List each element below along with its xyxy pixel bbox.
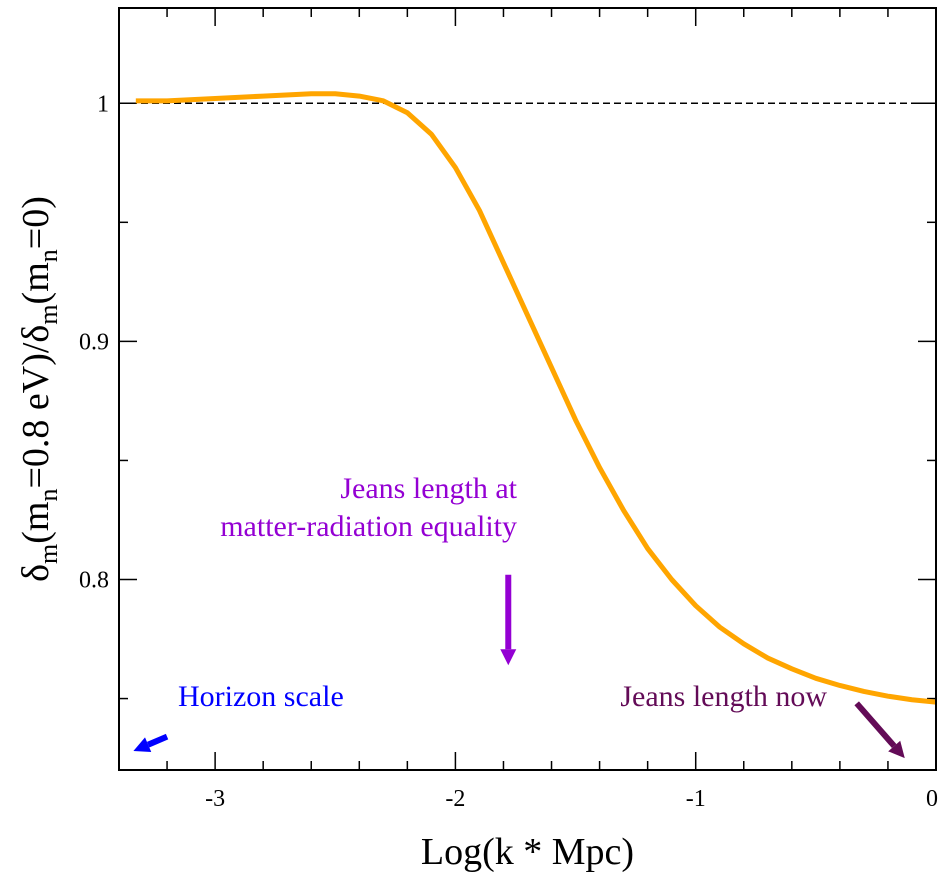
annotation-label: Jeans length now <box>620 680 827 713</box>
annotation-label: Jeans length at matter-radiation equality <box>220 472 517 543</box>
y-label-part: =0.8 eV)/δ <box>15 325 57 489</box>
y-label-part: =0) <box>15 196 57 249</box>
y-label-part: (m <box>15 262 57 304</box>
y-label-part: (m <box>15 502 57 544</box>
x-tick-label: -2 <box>445 786 465 812</box>
y-tick-label: 1 <box>97 91 109 117</box>
annotation-label: Horizon scale <box>178 680 344 713</box>
x-axis-label: Log(k * Mpc) <box>421 831 634 873</box>
annotation-arrow-head <box>500 649 517 666</box>
y-label-subscript: m <box>34 544 63 564</box>
annotation-arrow-head <box>888 740 905 759</box>
annotation-arrow-shaft <box>854 701 897 749</box>
y-label-subscript: n <box>34 489 63 502</box>
x-tick-label: -3 <box>205 786 225 812</box>
plot-frame <box>118 7 937 771</box>
annotation-arrow-head <box>133 737 152 753</box>
minor-ticks <box>118 8 936 770</box>
y-tick-label: 0.8 <box>79 568 109 594</box>
x-tick-label: 0 <box>926 786 938 812</box>
y-label-subscript: m <box>34 304 63 324</box>
tick-labels: -3 -2 -1 0 0.8 0.9 1 <box>79 91 938 812</box>
y-tick-label: 0.9 <box>79 329 109 355</box>
x-tick-label: -1 <box>686 786 706 812</box>
annotations: Jeans length at matter-radiation equality… <box>133 472 905 759</box>
y-label-subscript: n <box>34 249 63 262</box>
series-line <box>135 91 937 705</box>
y-axis-label: δm(mn=0.8 eV)/δm(mn=0) <box>15 196 63 582</box>
y-label-part: δ <box>15 564 57 582</box>
major-ticks <box>119 8 937 770</box>
annotation-arrow-shaft <box>146 733 169 748</box>
